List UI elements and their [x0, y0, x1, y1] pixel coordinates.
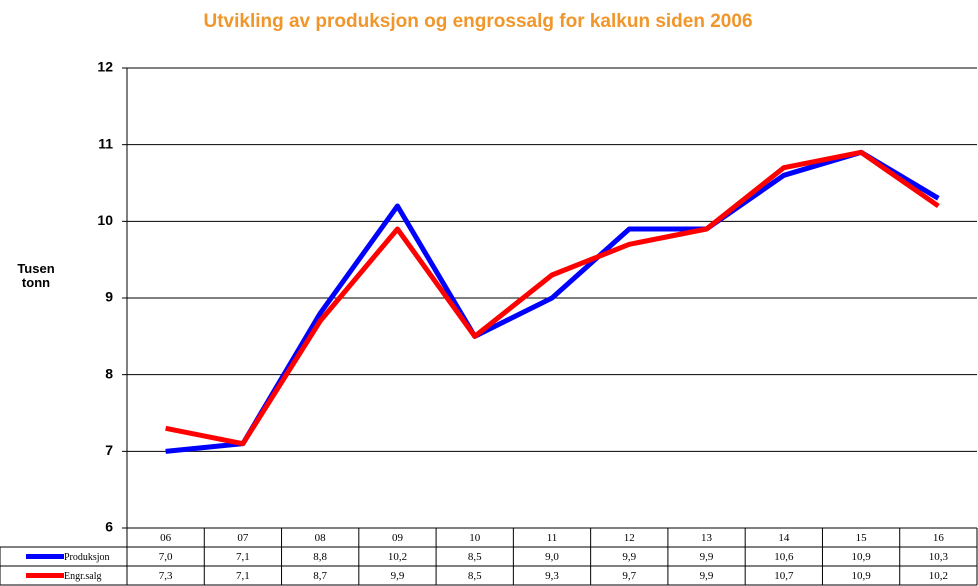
value-label: 10,2 [929, 570, 948, 582]
y-axis-label: Tusen tonn [17, 261, 55, 290]
value-label: 10,6 [774, 551, 794, 563]
value-label: 7,1 [236, 570, 250, 582]
value-label: 9,7 [622, 570, 636, 582]
value-label: 10,9 [851, 551, 871, 563]
value-label: 10,7 [774, 570, 794, 582]
value-label: 9,9 [700, 551, 714, 563]
y-tick-label: 12 [97, 59, 113, 75]
value-label: 9,9 [391, 570, 405, 582]
value-label: 7,3 [159, 570, 173, 582]
value-label: 7,0 [159, 551, 173, 563]
value-label: 8,7 [313, 570, 327, 582]
value-label: 9,9 [622, 551, 636, 563]
chart-title: Utvikling av produksjon og engrossalg fo… [203, 11, 752, 32]
value-label: 10,3 [929, 551, 949, 563]
value-label: 7,1 [236, 551, 250, 563]
value-label: 10,9 [851, 570, 871, 582]
legend-label: Produksjon [64, 552, 110, 563]
x-tick-label: 11 [547, 532, 558, 544]
y-tick-label: 8 [105, 365, 113, 381]
series-line [165, 149, 940, 454]
y-tick-label: 6 [105, 519, 113, 535]
x-tick-label: 14 [778, 532, 790, 544]
x-tick-label: 07 [237, 532, 249, 544]
y-tick-label: 10 [97, 212, 113, 228]
y-tick-label: 9 [105, 289, 113, 305]
x-tick-label: 16 [933, 532, 945, 544]
value-label: 9,0 [545, 551, 559, 563]
x-tick-label: 10 [469, 532, 481, 544]
x-tick-label: 12 [624, 532, 635, 544]
value-label: 10,2 [388, 551, 407, 563]
value-label: 8,5 [468, 551, 482, 563]
x-tick-label: 09 [392, 532, 404, 544]
x-tick-label: 08 [315, 532, 327, 544]
x-tick-label: 13 [701, 532, 713, 544]
y-tick-label: 11 [98, 135, 113, 151]
value-label: 9,9 [700, 570, 714, 582]
y-tick-label: 7 [105, 442, 113, 458]
value-label: 8,8 [313, 551, 327, 563]
legend-label: Engr.salg [64, 571, 102, 582]
series-line [165, 149, 940, 447]
x-tick-label: 06 [160, 532, 172, 544]
value-label: 8,5 [468, 570, 482, 582]
x-tick-label: 15 [856, 532, 868, 544]
value-label: 9,3 [545, 570, 559, 582]
